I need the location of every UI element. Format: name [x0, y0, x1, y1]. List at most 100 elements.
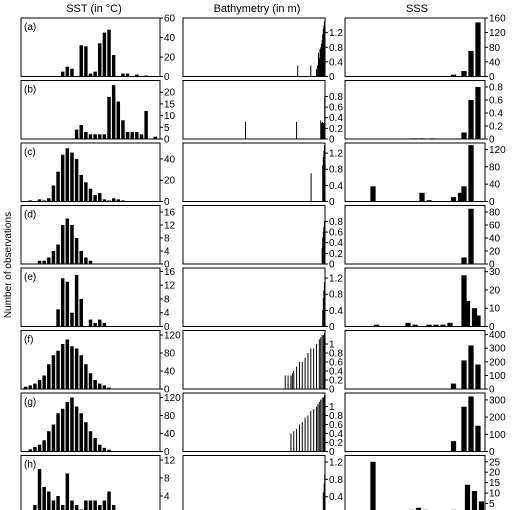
panel-frame: [182, 17, 326, 77]
bar: [433, 324, 439, 327]
bar: [461, 132, 467, 139]
y-tick-label: 1.2: [329, 274, 343, 285]
bar: [450, 197, 457, 202]
y-tick-label: 0: [489, 322, 495, 333]
bar: [56, 496, 60, 510]
bar: [98, 43, 102, 77]
y-tick-label: 20: [489, 247, 501, 258]
bar: [130, 131, 134, 139]
panel-frame: [182, 205, 326, 265]
y-tick-label: 0.4: [489, 109, 503, 120]
bar: [320, 43, 322, 77]
bar: [324, 96, 326, 139]
panel-sss-1: 0 40 80 120 160: [344, 14, 506, 83]
panel-sst-5: 0 4 8 12 16 (e): [20, 267, 176, 333]
bar: [322, 298, 324, 327]
bar: [293, 431, 295, 452]
y-tick-label: 0.2: [329, 376, 343, 387]
panel-bathy-1: 0 0.4 0.8 1.2: [182, 17, 343, 83]
y-tick-label: 80: [489, 162, 501, 173]
bar: [65, 66, 70, 77]
bar: [88, 431, 93, 452]
bar: [70, 397, 74, 452]
bar: [65, 148, 70, 202]
y-tick-label: 10: [164, 111, 176, 122]
bar: [317, 52, 319, 77]
y-tick-label: 40: [164, 33, 176, 44]
panel-frame: [20, 455, 161, 510]
y-tick-label: 10: [489, 489, 501, 500]
bar: [84, 364, 88, 389]
bar: [88, 73, 93, 77]
bar: [37, 469, 42, 510]
bar: [321, 39, 323, 77]
y-tick-label: 400: [489, 330, 506, 341]
y-tick-label: 15: [164, 99, 176, 110]
bar: [475, 22, 481, 77]
bar: [323, 397, 325, 452]
panel-sss-7: 0 100 200 300: [344, 392, 506, 458]
bar: [37, 444, 42, 452]
bar: [93, 380, 97, 389]
bar: [318, 58, 320, 77]
bar: [419, 138, 425, 140]
panel-frame: [182, 142, 326, 202]
bar: [116, 199, 121, 202]
bar: [88, 260, 93, 264]
y-tick-label: 15: [489, 478, 501, 489]
bar: [323, 332, 325, 389]
y-tick-label: 40: [489, 180, 501, 191]
column-title-sst: SST (in °C): [66, 3, 122, 15]
bar: [56, 171, 60, 202]
bar: [135, 74, 139, 77]
y-tick-label: 0: [329, 322, 335, 333]
bar: [322, 237, 324, 264]
bar: [323, 25, 325, 77]
bar: [318, 339, 320, 389]
y-tick-label: 16: [164, 267, 176, 278]
y-tick-label: 0.6: [489, 96, 503, 107]
bar: [321, 335, 323, 389]
y-tick-label: 20: [164, 53, 176, 64]
bar: [37, 380, 42, 389]
bar: [47, 364, 51, 389]
bar: [98, 134, 102, 139]
bar: [321, 123, 323, 139]
panel-frame: [20, 267, 161, 327]
y-tick-label: 40: [164, 367, 176, 378]
y-tick-label: 200: [489, 413, 506, 424]
bar: [125, 131, 130, 139]
bar: [307, 353, 309, 389]
bar: [56, 413, 60, 452]
bar: [139, 134, 144, 139]
bar: [56, 244, 60, 264]
bar: [478, 501, 485, 510]
bar: [296, 121, 298, 139]
bar: [93, 134, 97, 139]
y-tick-label: 4: [164, 308, 170, 319]
bar: [125, 73, 130, 77]
panel-frame: [20, 205, 161, 265]
panel-frame: [182, 330, 326, 390]
bar: [323, 395, 325, 452]
bar: [51, 355, 56, 389]
panel-frame: [344, 17, 486, 77]
bar: [116, 101, 121, 139]
bar: [313, 348, 315, 389]
bar: [450, 74, 457, 77]
y-tick-label: 0.8: [489, 83, 503, 94]
column-title-sss: SSS: [406, 3, 428, 15]
bar: [290, 375, 292, 389]
bar: [51, 185, 56, 202]
panel-bathy-7: 00.20.40.60.81: [182, 392, 343, 458]
bar: [33, 447, 37, 452]
bar: [74, 238, 79, 264]
row-label: (f): [24, 335, 33, 346]
bar: [23, 386, 28, 389]
y-tick-label: 40: [489, 57, 501, 68]
bar: [65, 473, 70, 510]
bar: [322, 157, 324, 202]
bar: [464, 300, 471, 327]
row-label: (d): [24, 210, 36, 221]
bar: [98, 192, 102, 202]
